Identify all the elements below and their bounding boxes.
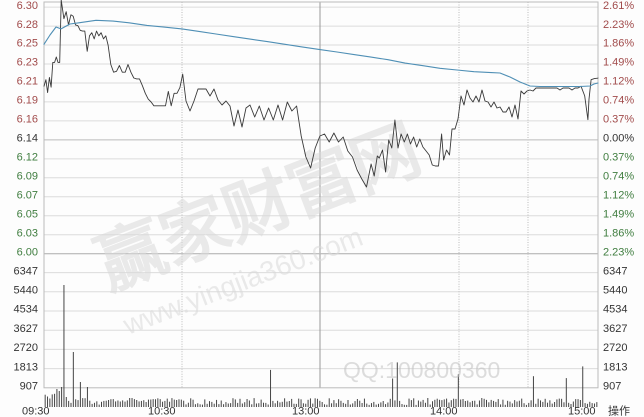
svg-text:6.28: 6.28: [17, 19, 38, 31]
svg-text:2.61%: 2.61%: [603, 0, 634, 12]
svg-text:0.37%: 0.37%: [603, 114, 634, 126]
svg-text:2.23%: 2.23%: [603, 246, 634, 258]
svg-text:分时成交量: 分时成交量: [342, 0, 387, 1]
svg-text:6.25: 6.25: [17, 38, 38, 50]
svg-text:6.16: 6.16: [17, 114, 38, 126]
svg-text:1.49%: 1.49%: [603, 57, 634, 69]
svg-text:4534: 4534: [603, 304, 627, 316]
svg-text:5440: 5440: [14, 285, 38, 297]
svg-text:2720: 2720: [603, 342, 627, 354]
svg-text:13:00: 13:00: [292, 406, 320, 417]
svg-text:907: 907: [603, 381, 621, 393]
svg-text:2720: 2720: [14, 342, 38, 354]
svg-text:6.23: 6.23: [17, 57, 38, 69]
svg-text:6.30: 6.30: [17, 0, 38, 12]
svg-text:3627: 3627: [14, 323, 38, 335]
svg-text:0.74%: 0.74%: [603, 95, 634, 107]
svg-text:6.03: 6.03: [17, 227, 38, 239]
svg-text:0.00%: 0.00%: [603, 133, 634, 145]
svg-text:3627: 3627: [603, 323, 627, 335]
svg-text:1.86%: 1.86%: [603, 227, 634, 239]
svg-text:6.09: 6.09: [17, 171, 38, 183]
svg-text:6.12: 6.12: [17, 152, 38, 164]
svg-text:1.49%: 1.49%: [603, 209, 634, 221]
svg-text:14:00: 14:00: [430, 406, 458, 417]
svg-text:5440: 5440: [603, 285, 627, 297]
svg-text:6.00: 6.00: [17, 246, 38, 258]
svg-text:1.12%: 1.12%: [603, 190, 634, 202]
svg-text:1.86%: 1.86%: [603, 38, 634, 50]
svg-text:10:30: 10:30: [148, 406, 176, 417]
svg-text:0.37%: 0.37%: [603, 152, 634, 164]
svg-text:6347: 6347: [14, 265, 38, 277]
svg-text:907: 907: [20, 381, 38, 393]
svg-text:QQ:100800360: QQ:100800360: [343, 357, 500, 383]
svg-text:15:00: 15:00: [568, 406, 596, 417]
svg-text:6.19: 6.19: [17, 95, 38, 107]
svg-text:09:30: 09:30: [22, 406, 50, 417]
svg-text:操作: 操作: [608, 404, 630, 417]
svg-text:0.74%: 0.74%: [603, 171, 634, 183]
svg-text:6.07: 6.07: [17, 190, 38, 202]
svg-text:1.12%: 1.12%: [603, 76, 634, 88]
svg-text:6.14: 6.14: [17, 133, 38, 145]
svg-text:6347: 6347: [603, 265, 627, 277]
svg-text:1813: 1813: [14, 361, 38, 373]
svg-text:4534: 4534: [14, 304, 38, 316]
svg-text:6.05: 6.05: [17, 209, 38, 221]
svg-text:1813: 1813: [603, 361, 627, 373]
svg-text:均价: 均价: [226, 0, 244, 1]
svg-text:6.21: 6.21: [17, 76, 38, 88]
svg-text:2.23%: 2.23%: [603, 19, 634, 31]
